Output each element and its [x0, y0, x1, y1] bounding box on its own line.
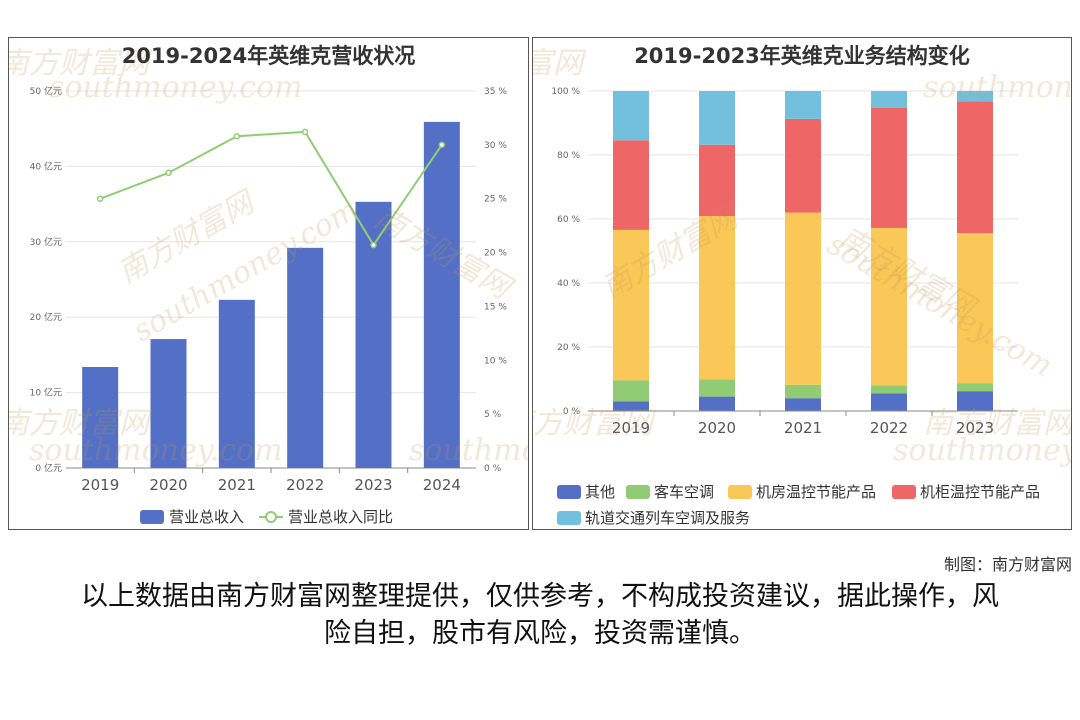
legend-swatch: [728, 485, 752, 499]
right-axis-tick-label: 25 %: [484, 195, 507, 205]
stacked-bar-segment: [871, 91, 907, 108]
chart-credit: 制图：南方财富网: [943, 555, 1072, 574]
stacked-bar-segment: [957, 391, 993, 411]
stacked-bar-segment: [957, 233, 993, 384]
left-axis-tick-label: 40 亿元: [30, 160, 62, 172]
revenue-bar: [423, 121, 460, 468]
legend-label: 客车空调: [654, 483, 714, 501]
y-axis-tick-label: 20 %: [557, 343, 580, 353]
chart-title: 2019-2023年英维克业务结构变化: [634, 44, 970, 68]
yoy-growth-point: [370, 241, 377, 249]
chart-title: 2019-2024年英维克营收状况: [121, 44, 416, 68]
x-axis-tick-label: 2021: [218, 476, 256, 494]
x-axis-tick-label: 2019: [612, 419, 650, 437]
stacked-bar-segment: [785, 91, 821, 119]
revenue-bar: [218, 299, 255, 468]
y-axis-tick-label: 40 %: [557, 279, 580, 289]
revenue-chart: 0 亿元 10 亿元 20 亿元 30 亿元 40 亿元 50 亿元 0 % 5 % 10 % 1…: [30, 85, 508, 526]
stacked-bar-segment: [699, 379, 735, 397]
y-axis-tick-label: 80 %: [557, 151, 580, 161]
legend-label: 机房温控节能产品: [756, 483, 876, 501]
left-axis-tick-label: 20 亿元: [30, 311, 62, 323]
stacked-bar-segment: [785, 118, 821, 213]
right-axis-tick-label: 35 %: [484, 87, 507, 97]
x-axis-tick-label: 2023: [956, 419, 994, 437]
right-axis-tick-label: 20 %: [484, 249, 507, 259]
y-axis-tick-label: 0 %: [563, 407, 581, 417]
right-axis-tick-label: 30 %: [484, 141, 507, 151]
stacked-bar-segment: [785, 398, 821, 411]
legend-swatch-revenue: [140, 510, 164, 524]
stacked-bar-segment: [871, 393, 907, 411]
revenue-bar: [82, 366, 119, 468]
x-axis-tick-label: 2022: [286, 476, 324, 494]
yoy-growth-point: [301, 128, 309, 136]
x-axis-tick-label: 2022: [870, 419, 908, 437]
stacked-bar-segment: [957, 383, 993, 392]
revenue-chart-panel: 2019-2024年英维克营收状况 0 亿元 10 亿元 20 亿元 30 亿元 40 …: [8, 37, 529, 530]
stacked-bar-segment: [699, 144, 735, 217]
stacked-bar-segment: [871, 385, 907, 394]
yoy-growth-point: [165, 169, 172, 177]
stacked-bar-segment: [699, 396, 735, 411]
left-axis-tick-label: 10 亿元: [30, 387, 62, 399]
stacked-bar-segment: [613, 380, 649, 402]
stacked-bar-segment: [871, 227, 907, 386]
right-axis-tick-label: 0 %: [484, 464, 502, 474]
business-structure-chart: 0 % 20 % 40 % 60 % 80 % 100 % 2019 2020 2021 2022…: [551, 87, 1040, 527]
x-axis-tick-label: 2019: [81, 476, 119, 494]
stacked-bar-segment: [613, 229, 649, 381]
stacked-bar-segment: [699, 216, 735, 380]
right-axis-tick-label: 15 %: [484, 302, 507, 312]
stacked-bar-segment: [613, 91, 649, 141]
left-axis-tick-label: 30 亿元: [30, 236, 62, 248]
revenue-bar: [355, 201, 392, 468]
left-axis-tick-label: 50 亿元: [30, 85, 62, 97]
stacked-bar-segment: [613, 140, 649, 230]
legend-swatch: [626, 485, 650, 499]
yoy-growth-point: [233, 132, 241, 140]
x-axis-tick-label: 2020: [149, 476, 187, 494]
legend-swatch: [557, 511, 581, 525]
x-axis-tick-label: 2020: [698, 419, 736, 437]
business-structure-chart-panel: 2019-2023年英维克业务结构变化 0 % 20 % 40 % 60 % 80 % 1…: [532, 37, 1072, 530]
stacked-bar-segment: [871, 107, 907, 228]
revenue-bar: [287, 247, 324, 468]
legend-label-revenue: 营业总收入: [169, 508, 244, 526]
legend-label: 机柜温控节能产品: [920, 483, 1040, 501]
disclaimer-text: 以上数据由南方财富网整理提供，仅供参考，不构成投资建议，据此操作，风险自担，股市…: [81, 581, 999, 649]
legend-label: 轨道交通列车空调及服务: [585, 509, 750, 527]
legend-label: 其他: [585, 483, 615, 501]
right-axis-tick-label: 10 %: [484, 356, 507, 366]
stacked-bar-segment: [957, 101, 993, 234]
x-axis-tick-label: 2021: [784, 419, 822, 437]
y-axis-tick-label: 100 %: [551, 87, 580, 97]
x-axis-tick-label: 2024: [423, 476, 461, 494]
yoy-growth-line: [99, 130, 443, 247]
right-axis-tick-label: 5 %: [484, 410, 502, 420]
stacked-bar-segment: [785, 212, 821, 385]
legend-swatch: [892, 485, 916, 499]
legend-swatch: [557, 485, 581, 499]
revenue-bar: [150, 339, 187, 468]
yoy-growth-point: [96, 195, 104, 202]
yoy-growth-point: [438, 141, 446, 149]
left-axis-tick-label: 0 亿元: [35, 462, 62, 474]
stacked-bar-segment: [699, 91, 735, 145]
legend-label-yoy: 营业总收入同比: [288, 508, 393, 526]
legend-marker-yoy: [265, 511, 277, 523]
y-axis-tick-label: 60 %: [557, 215, 580, 225]
stacked-bar-segment: [957, 91, 993, 102]
x-axis-tick-label: 2023: [354, 476, 392, 494]
stacked-bar-segment: [785, 384, 821, 399]
stacked-bar-segment: [613, 401, 649, 411]
